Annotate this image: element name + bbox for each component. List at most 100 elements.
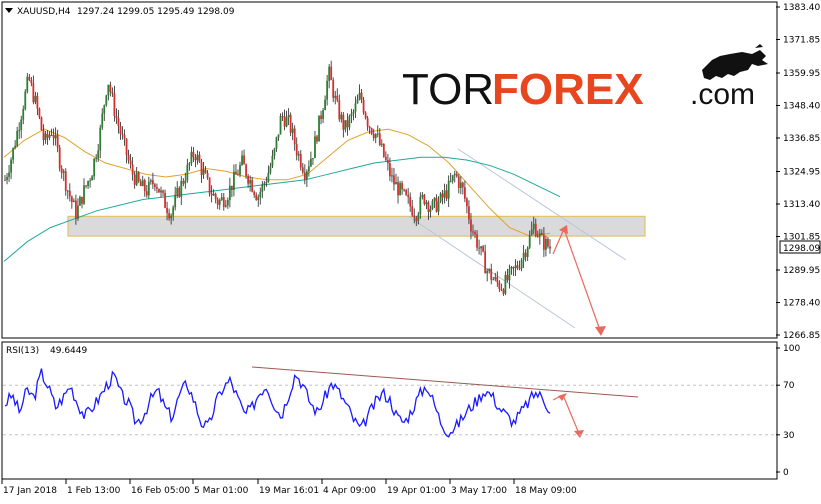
time-tick-label: 5 Mar 01:00 bbox=[194, 486, 249, 496]
candle-body bbox=[459, 182, 462, 188]
candle-body bbox=[322, 110, 324, 120]
candle-body bbox=[449, 180, 452, 182]
candle-body bbox=[443, 190, 446, 198]
candle-body bbox=[445, 190, 448, 199]
candle-body bbox=[257, 197, 260, 200]
candle-body bbox=[376, 133, 379, 135]
candle-body bbox=[409, 196, 412, 207]
candle-body bbox=[42, 130, 45, 141]
candle-body bbox=[441, 193, 444, 198]
candle-body bbox=[131, 164, 134, 175]
candle-body bbox=[14, 145, 17, 149]
forecast-arrow-head-down bbox=[595, 326, 606, 336]
candle-body bbox=[318, 115, 320, 142]
candle-body bbox=[474, 232, 476, 235]
candle-body bbox=[10, 159, 12, 173]
candle-body bbox=[269, 166, 272, 173]
candle-body bbox=[279, 116, 282, 135]
candle-body bbox=[4, 179, 6, 181]
candle-body bbox=[28, 76, 31, 80]
candle-body bbox=[249, 179, 252, 184]
rsi-value: 49.6449 bbox=[50, 346, 87, 356]
candle-body bbox=[307, 166, 310, 172]
rsi-label: RSI(13) bbox=[6, 346, 39, 356]
candle-body bbox=[360, 92, 363, 100]
candle-body bbox=[382, 143, 385, 157]
candle-body bbox=[247, 176, 250, 184]
rsi-trendline bbox=[251, 366, 639, 398]
candle-body bbox=[233, 171, 235, 190]
candle-body bbox=[66, 190, 69, 192]
forecast-arrow-head-up bbox=[559, 225, 568, 234]
candle-body bbox=[79, 196, 81, 206]
candle-body bbox=[401, 183, 403, 190]
candle-body bbox=[405, 189, 408, 195]
candle-body bbox=[91, 176, 94, 181]
candle-body bbox=[328, 66, 331, 81]
candle-body bbox=[8, 172, 10, 177]
candle-body bbox=[253, 191, 256, 196]
candle-body bbox=[508, 268, 511, 281]
candle-body bbox=[368, 126, 371, 129]
candle-body bbox=[36, 95, 39, 109]
candle-body bbox=[103, 105, 106, 114]
candle-body bbox=[352, 111, 355, 114]
price-axis: 1383.40 1371.85 1359.95 1348.40 1336.85 1324.… bbox=[776, 3, 820, 341]
candle-body bbox=[542, 234, 545, 250]
candle-body bbox=[141, 180, 144, 187]
candle-body bbox=[370, 128, 373, 134]
candle-body bbox=[30, 79, 33, 84]
candle-body bbox=[259, 191, 262, 198]
support-zone-rect bbox=[67, 215, 646, 237]
candle-body bbox=[164, 192, 166, 208]
candle-body bbox=[115, 116, 118, 119]
brand-forex: FOREX bbox=[492, 65, 644, 114]
candle-body bbox=[101, 113, 104, 128]
candle-body bbox=[113, 93, 116, 117]
candle-body bbox=[135, 172, 138, 185]
candle-body bbox=[500, 288, 503, 290]
candle-body bbox=[127, 155, 130, 161]
candle-body bbox=[6, 176, 8, 180]
time-tick-label: 19 Apr 01:00 bbox=[387, 486, 446, 496]
candle-body bbox=[117, 118, 120, 127]
candle-body bbox=[348, 116, 351, 128]
time-axis: 17 Jan 2018 1 Feb 13:00 16 Feb 05:00 5 Mar … bbox=[1, 479, 577, 496]
candle-body bbox=[206, 172, 209, 178]
candle-body bbox=[194, 157, 197, 161]
candle-body bbox=[50, 134, 53, 136]
candle-body bbox=[97, 150, 100, 159]
candle-body bbox=[245, 164, 247, 177]
candle-body bbox=[239, 164, 241, 175]
candle-body bbox=[332, 80, 335, 98]
candle-body bbox=[530, 229, 533, 235]
candle-body bbox=[95, 158, 98, 160]
rsi-series-line bbox=[4, 368, 551, 438]
candle-body bbox=[214, 193, 217, 200]
rsi-header: RSI(13) 49.6449 bbox=[6, 346, 87, 356]
price-tick-label: 1278.40 bbox=[783, 298, 820, 308]
candle-body bbox=[342, 114, 345, 130]
candle-body bbox=[490, 268, 493, 280]
candle-body bbox=[129, 160, 132, 165]
candle-body bbox=[423, 194, 426, 205]
candle-body bbox=[119, 126, 122, 134]
candle-body bbox=[356, 99, 359, 104]
candle-body bbox=[111, 91, 114, 94]
candle-body bbox=[472, 231, 474, 233]
candle-body bbox=[389, 163, 391, 177]
candle-body bbox=[350, 113, 353, 117]
candle-body bbox=[85, 185, 87, 187]
candle-body bbox=[160, 190, 162, 193]
candle-body bbox=[421, 194, 424, 197]
candle-body bbox=[87, 181, 89, 187]
candle-body bbox=[480, 246, 482, 249]
candle-body bbox=[143, 180, 146, 192]
price-tick-label: 1383.40 bbox=[783, 3, 820, 13]
candle-body bbox=[522, 252, 525, 260]
collapse-triangle-icon[interactable] bbox=[5, 8, 13, 13]
candle-body bbox=[202, 169, 205, 176]
candle-body bbox=[354, 103, 357, 112]
candle-body bbox=[281, 116, 284, 118]
candle-body bbox=[366, 118, 369, 127]
